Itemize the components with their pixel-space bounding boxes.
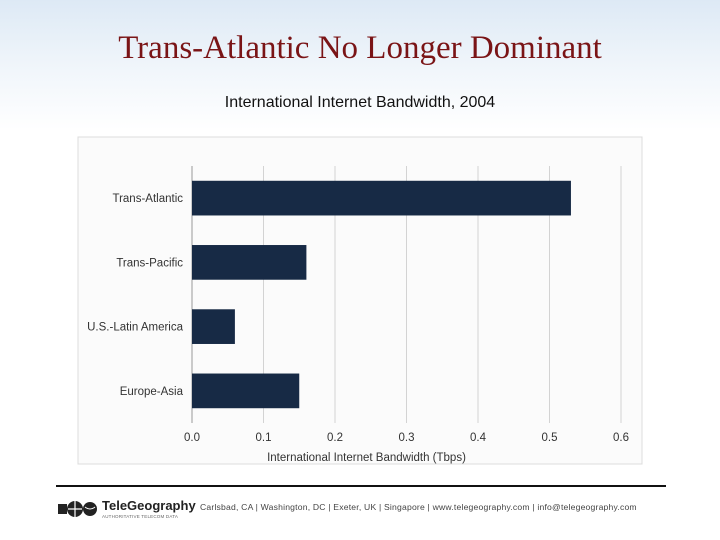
x-tick-label: 0.1 — [256, 432, 272, 444]
x-tick-label: 0.2 — [327, 432, 343, 444]
slide-title: Trans-Atlantic No Longer Dominant — [118, 30, 602, 66]
category-label: Europe-Asia — [120, 386, 184, 398]
footer-contact: Carlsbad, CA | Washington, DC | Exeter, … — [200, 502, 637, 512]
x-tick-label: 0.4 — [470, 432, 487, 444]
globe-logo-icon — [58, 501, 97, 517]
chart-subtitle: International Internet Bandwidth, 2004 — [224, 94, 496, 111]
x-tick-label: 0.5 — [542, 432, 558, 444]
category-label: Trans-Atlantic — [112, 193, 183, 205]
bar-trans-atlantic — [192, 180, 571, 216]
footer-divider — [56, 485, 666, 487]
x-tick-label: 0.3 — [399, 432, 415, 444]
logo-tagline: AUTHORITATIVE TELECOM DATA — [102, 514, 179, 519]
bar-chart: 0.0 0.1 0.2 0.3 0.4 0.5 0.6 Trans-Atlantic Trans… — [77, 136, 643, 465]
bar-trans-pacific — [192, 245, 307, 280]
bar-europe-asia — [192, 373, 300, 409]
x-tick-label: 0.0 — [184, 432, 200, 444]
category-label: U.S.-Latin America — [87, 322, 183, 334]
telegeography-logo: TeleGeography AUTHORITATIVE TELECOM DATA — [58, 497, 196, 523]
category-label: Trans-Pacific — [116, 257, 183, 269]
x-axis-title: International Internet Bandwidth (Tbps) — [267, 452, 466, 464]
bar-u-s-latin-america — [192, 309, 235, 344]
logo-name: TeleGeography — [102, 498, 196, 513]
header-background — [0, 0, 720, 130]
x-tick-label: 0.6 — [613, 432, 629, 444]
